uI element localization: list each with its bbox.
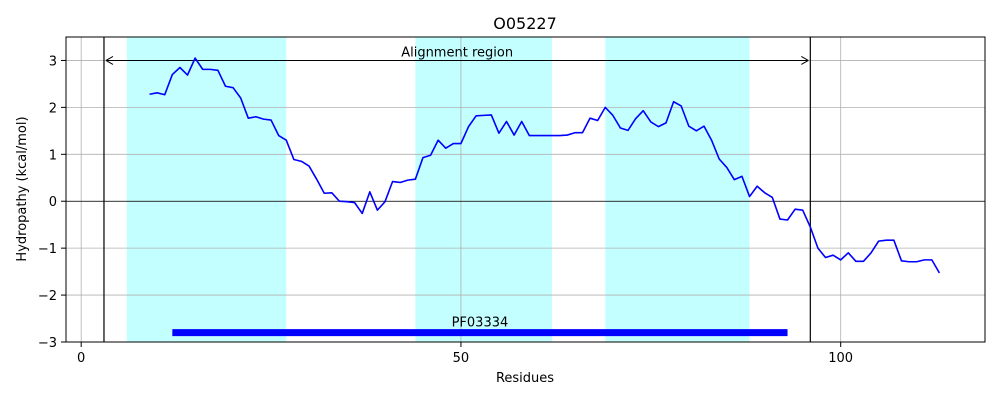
- y-tick-label: 0: [49, 195, 57, 210]
- x-axis-label: Residues: [496, 371, 554, 386]
- x-tick-label: 100: [828, 351, 853, 366]
- hydropathy-line: [149, 57, 941, 274]
- alignment-region-label: Alignment region: [401, 45, 513, 60]
- x-tick-label: 50: [453, 351, 470, 366]
- x-tick-label: 0: [77, 351, 85, 366]
- y-tick-label: −1: [38, 242, 57, 257]
- alignment-arrowhead-left: [105, 56, 114, 65]
- plot-area: Alignment region PF03334 0 50 100 −3 −2 −1 0 1 2 3: [38, 36, 986, 366]
- y-tick-label: −3: [38, 336, 57, 351]
- region-band-1: [126, 37, 287, 342]
- region-band-3: [605, 37, 750, 342]
- chart-title: O05227: [493, 14, 557, 33]
- y-tick-label: −2: [38, 289, 57, 304]
- alignment-arrowhead-right: [801, 56, 809, 65]
- y-tick-label: 1: [49, 148, 57, 163]
- y-axis-label: Hydropathy (kcal/mol): [15, 116, 30, 261]
- plot-frame: [65, 36, 986, 343]
- y-tick-label: 3: [49, 54, 57, 69]
- region-band-2: [415, 37, 553, 342]
- y-tick-label: 2: [49, 101, 57, 116]
- domain-label: PF03334: [452, 316, 509, 331]
